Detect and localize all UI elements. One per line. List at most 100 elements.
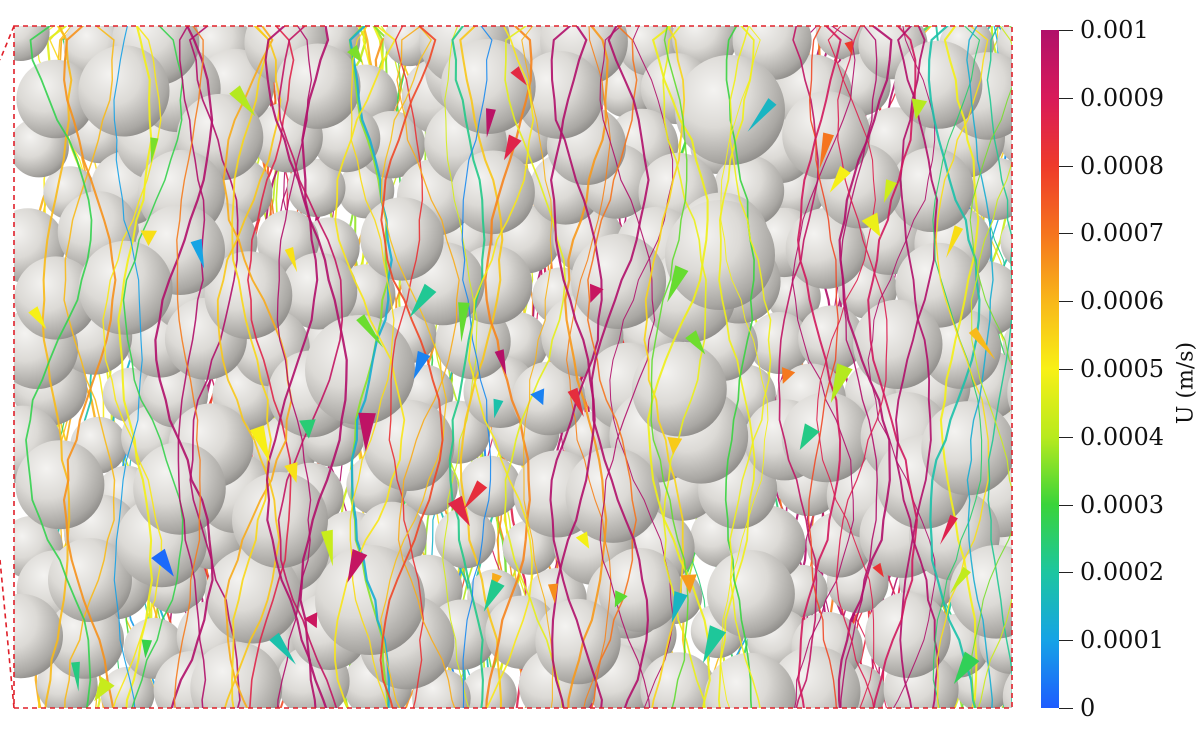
streamline: [986, 26, 1012, 708]
colorbar-tick-label: 0.0001: [1080, 626, 1164, 655]
colorbar-tick-mark: [1059, 30, 1073, 31]
velocity-cone-glyph: [510, 66, 527, 86]
streamline: [122, 26, 184, 708]
velocity-cone-glyph: [284, 462, 298, 483]
sphere: [1008, 476, 1012, 513]
streamline: [966, 26, 994, 708]
velocity-cone-glyph: [782, 367, 796, 384]
streamline: [467, 26, 535, 708]
streamline: [646, 26, 711, 708]
streamline: [587, 26, 638, 708]
colorbar-tick-label: 0.0003: [1080, 490, 1164, 519]
sphere: [1000, 219, 1012, 266]
velocity-cone-glyph: [358, 412, 376, 452]
streamline: [277, 26, 344, 708]
streamline: [796, 26, 842, 708]
velocity-cone-glyph: [140, 230, 157, 246]
velocity-cone-glyph: [911, 98, 928, 120]
sphere: [889, 147, 974, 232]
velocity-cone-glyph: [667, 437, 683, 455]
velocity-cone-glyph: [940, 514, 958, 545]
colorbar-tick-label: 0.0005: [1080, 355, 1164, 383]
velocity-cone-glyph: [94, 676, 115, 702]
streamline: [379, 26, 444, 708]
streamline: [566, 26, 612, 708]
streamline: [867, 26, 936, 708]
colorbar-tick-label: 0.0009: [1080, 83, 1164, 112]
sphere: [748, 312, 811, 374]
colorbar-tick-label: 0.0002: [1080, 558, 1164, 587]
sphere: [1002, 671, 1012, 708]
sphere: [15, 440, 105, 530]
velocity-cone-glyph: [28, 306, 47, 330]
velocity-cone-glyph: [861, 212, 881, 237]
velocity-cone-glyph: [494, 349, 507, 376]
streamline: [448, 26, 486, 708]
sphere: [78, 45, 170, 137]
sphere: [1017, 150, 1040, 222]
sphere: [565, 447, 661, 543]
streamline: [348, 26, 390, 708]
velocity-cone-glyph: [667, 265, 689, 303]
velocity-cone-glyph: [590, 283, 604, 303]
colorbar-tick-mark: [1059, 165, 1073, 167]
velocity-cone-glyph: [946, 225, 964, 258]
spheres: [14, 26, 1040, 708]
streamline: [550, 26, 596, 708]
velocity-cone-glyph: [151, 548, 174, 577]
sphere: [14, 26, 50, 61]
streamline: [396, 26, 460, 708]
colorbar-tick-label: 0.0004: [1080, 422, 1164, 451]
colorbar-tick-mark: [1059, 640, 1073, 642]
sphere: [363, 399, 455, 491]
velocity-cone-glyph: [949, 566, 971, 594]
streamline: [216, 26, 282, 708]
velocity-cone-glyph: [567, 387, 584, 417]
sphere: [570, 233, 667, 329]
streamline: [63, 26, 116, 708]
streamline: [927, 26, 981, 708]
sphere: [305, 315, 415, 425]
sphere: [360, 197, 444, 281]
sphere: [14, 593, 63, 679]
sphere: [275, 43, 361, 129]
streamline: [835, 26, 888, 708]
velocity-cone-glyph: [303, 612, 318, 629]
velocity-cone-glyph: [71, 661, 80, 692]
velocity-cone-glyph: [844, 40, 853, 56]
streamline: [177, 26, 207, 708]
colorbar-title: U (m/s): [1173, 341, 1197, 425]
sphere: [1020, 56, 1040, 117]
velocity-cone-glyph: [575, 531, 590, 549]
colorbar-tick-label: 0.0007: [1080, 219, 1164, 248]
sphere: [287, 158, 346, 217]
streamline: [718, 26, 756, 708]
sphere: [315, 545, 425, 655]
sphere: [706, 550, 795, 638]
colorbar-tick-mark: [1059, 708, 1073, 709]
colorbar-tick-label: 0: [1080, 694, 1096, 722]
velocity-cone-glyph: [685, 330, 706, 355]
streamlines-front: [25, 26, 1012, 708]
streamline: [564, 26, 609, 708]
streamline: [188, 26, 241, 708]
colorbar-tick-mark: [1059, 301, 1073, 303]
velocity-glyphs: [28, 40, 996, 702]
streamline: [816, 26, 876, 708]
streamline: [503, 26, 567, 708]
colorbar-tick-mark: [1059, 436, 1073, 438]
colorbar-tick-mark: [1059, 97, 1073, 99]
streamline: [969, 26, 1012, 708]
sphere: [16, 59, 95, 139]
streamline: [935, 26, 990, 708]
streamline: [895, 26, 940, 708]
streamline: [840, 26, 878, 708]
velocity-cone-glyph: [409, 283, 437, 318]
velocity-cone-glyph: [150, 137, 159, 164]
streamline: [102, 26, 163, 708]
velocity-cone-glyph: [458, 302, 470, 343]
velocity-cone-glyph: [413, 350, 431, 380]
colorbar-tick-mark: [1059, 572, 1073, 574]
sphere: [232, 472, 328, 568]
streamline: [939, 26, 980, 708]
